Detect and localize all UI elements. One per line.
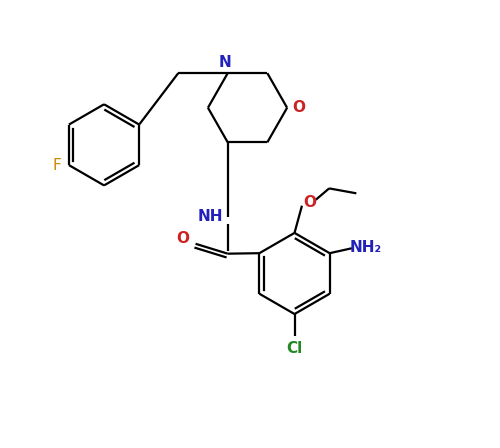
Text: O: O bbox=[303, 195, 316, 210]
Text: NH: NH bbox=[198, 209, 223, 224]
Text: Cl: Cl bbox=[286, 341, 302, 356]
Text: O: O bbox=[176, 231, 190, 246]
Text: F: F bbox=[52, 158, 61, 172]
Text: NH₂: NH₂ bbox=[350, 240, 382, 255]
Text: N: N bbox=[219, 55, 232, 70]
Text: O: O bbox=[292, 100, 305, 115]
